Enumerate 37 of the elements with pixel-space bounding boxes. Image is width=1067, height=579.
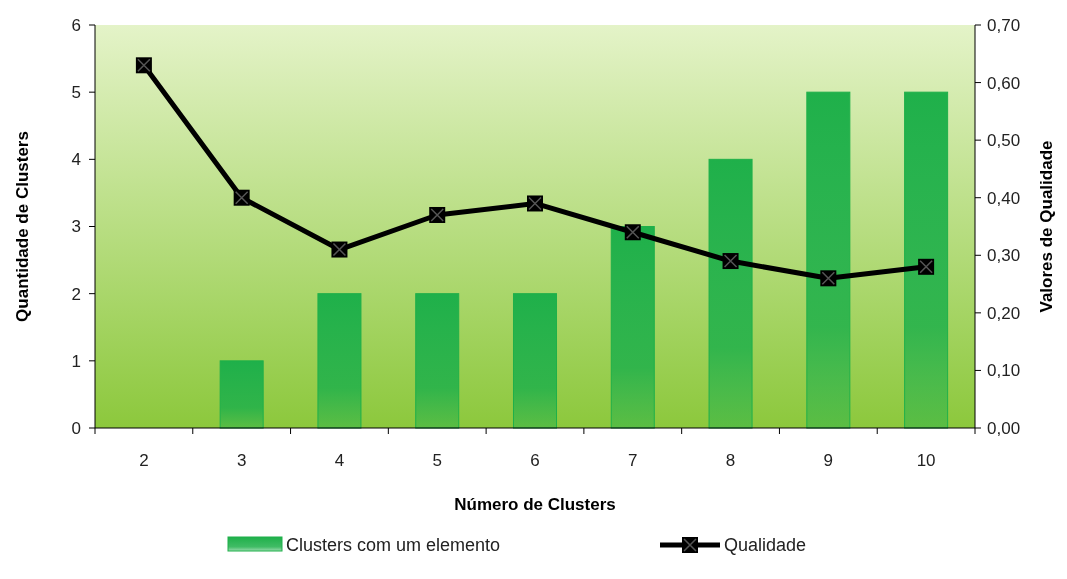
y2-tick-label: 0,20: [987, 303, 1021, 323]
x-tick-label: 8: [725, 451, 736, 470]
x-tick-label: 5: [432, 451, 442, 470]
y-tick-label: 5: [71, 83, 81, 103]
x-tick-label: 2: [139, 451, 149, 470]
y-tick-label: 0: [71, 418, 81, 438]
x-tick-label: 7: [628, 451, 638, 470]
bar: [415, 293, 460, 429]
x-tick-label: 6: [530, 451, 540, 470]
bar: [512, 293, 558, 429]
x-tick-label: 9: [823, 451, 834, 470]
y-tick-label: 3: [71, 217, 81, 237]
y-tick-label: 1: [71, 351, 81, 371]
legend-label: Qualidade: [724, 535, 807, 556]
bar: [708, 158, 753, 429]
y2-tick-label: 0,40: [987, 188, 1021, 208]
x-tick-label: 4: [334, 451, 345, 470]
y2-axis-title: Valores de Qualidade: [1037, 140, 1056, 313]
y2-tick-label: 0,30: [987, 246, 1021, 266]
y-tick-label: 4: [71, 150, 81, 170]
y-tick-label: 6: [71, 15, 81, 35]
y2-tick-label: 0,10: [987, 361, 1021, 381]
x-axis-title: Número de Clusters: [454, 495, 616, 514]
bar: [904, 91, 949, 429]
bar: [317, 293, 362, 429]
bar: [610, 226, 655, 429]
legend-label: Clusters com um elemento: [286, 535, 501, 556]
y-tick-label: 2: [71, 284, 81, 304]
y-axis-title: Quantidade de Clusters: [13, 131, 32, 322]
y2-tick-label: 0,50: [987, 131, 1021, 151]
x-tick-label: 3: [236, 451, 247, 470]
y2-tick-label: 0,70: [987, 15, 1021, 35]
y2-tick-label: 0,00: [987, 418, 1021, 438]
bar: [806, 91, 851, 429]
y2-tick-label: 0,60: [987, 73, 1021, 93]
bar: [219, 360, 264, 429]
x-tick-label: 10: [916, 451, 936, 470]
